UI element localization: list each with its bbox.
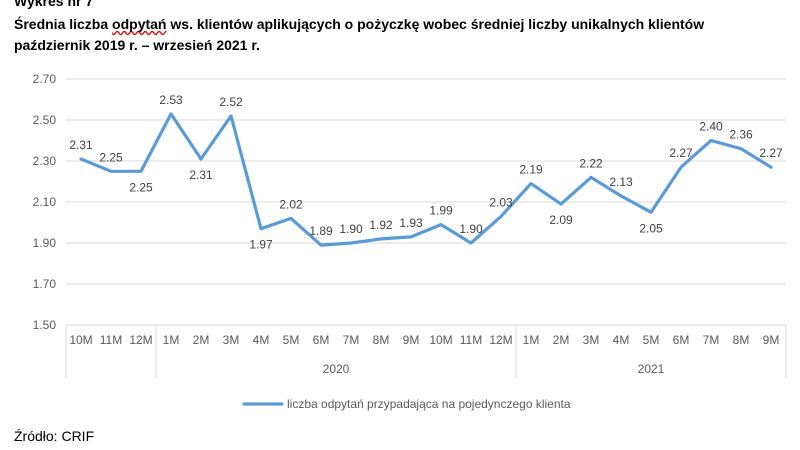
y-axis: 1.50 1.70 1.90 2.10 2.30 2.50 2.70 [33,72,57,332]
data-label: 2.53 [159,93,183,107]
data-label: 1.97 [249,238,273,252]
x-tick-label: 7M [703,333,720,347]
data-label: 1.99 [429,204,453,218]
data-label: 2.31 [69,138,93,152]
data-label: 2.52 [219,95,243,109]
title-part-1: Średnia liczba [14,16,113,32]
gridlines [66,78,786,326]
data-label: 2.31 [189,168,213,182]
data-label: 2.03 [489,195,513,209]
y-tick-label: 2.10 [33,195,57,209]
x-tick-label: 1M [163,333,180,347]
legend: liczba odpytań przypadająca na pojedyncz… [242,397,571,411]
x-axis: 10M 11M 12M 1M 2M 3M 4M 5M 6M 7M 8M 9M 10M 11M 12M 1M 2M… [65,325,787,378]
x-tick-label: 8M [373,333,390,347]
data-label: 2.13 [609,175,633,189]
x-tick-label: 6M [313,333,330,347]
y-tick-label: 2.30 [33,154,57,168]
group-label: 2021 [638,362,665,376]
x-tick-label: 2M [553,333,570,347]
source-note: Źródło: CRIF [14,428,95,444]
data-label: 1.90 [459,222,483,236]
y-tick-label: 1.90 [33,236,57,250]
x-tick-label: 8M [733,333,750,347]
series-line [79,112,773,247]
y-tick-label: 1.50 [33,318,57,332]
figure-number: Wykres nr 7 [14,0,94,9]
x-tick-label: 9M [403,333,420,347]
x-tick-label: 10M [429,333,452,347]
x-tick-label: 5M [643,333,660,347]
data-label: 2.27 [759,146,783,160]
x-tick-label: 11M [460,333,482,347]
group-label: 2020 [323,362,350,376]
chart-period: październik 2019 r. – wrzesień 2021 r. [14,37,260,53]
chart-title: Średnia liczba odpytań ws. klientów apli… [14,16,704,32]
series-line-path [79,112,773,247]
data-label: 2.05 [639,221,663,235]
data-label: 1.90 [339,222,363,236]
data-label: 2.25 [99,150,123,164]
data-label: 2.02 [279,197,303,211]
x-tick-label: 1M [523,333,540,347]
data-labels: 2.31 2.25 2.25 2.53 2.31 2.52 1.97 2.02 1.89 1.90… [69,93,783,252]
x-tick-label: 7M [343,333,360,347]
x-tick-label: 9M [763,333,780,347]
x-tick-label: 11M [100,333,122,347]
data-label: 2.19 [519,163,543,177]
y-tick-label: 2.50 [33,113,57,127]
x-tick-label: 10M [69,333,92,347]
x-tick-label: 2M [193,333,210,347]
data-label: 2.22 [579,156,603,170]
x-tick-label: 5M [283,333,300,347]
title-part-3: ws. klientów aplikujących o pożyczkę wob… [166,16,705,32]
title-part-2: odpytań [112,16,167,32]
data-label: 1.93 [399,216,423,230]
legend-label: liczba odpytań przypadająca na pojedyncz… [287,397,571,411]
data-label: 2.40 [699,120,723,134]
data-label: 2.25 [129,180,153,194]
x-tick-label: 3M [223,333,240,347]
data-label: 1.92 [369,218,393,232]
x-tick-label: 12M [489,333,512,347]
x-tick-label: 6M [673,333,690,347]
x-tick-label: 3M [583,333,600,347]
data-label: 2.27 [669,146,693,160]
y-tick-label: 1.70 [33,277,57,291]
x-tick-label: 4M [613,333,630,347]
x-tick-label: 12M [129,333,152,347]
data-label: 1.89 [309,224,333,238]
data-label: 2.36 [729,128,753,142]
x-tick-label: 4M [253,333,270,347]
data-label: 2.09 [549,213,573,227]
y-tick-label: 2.70 [33,72,57,86]
